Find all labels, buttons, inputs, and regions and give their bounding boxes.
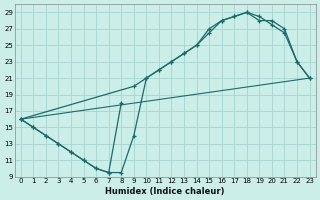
X-axis label: Humidex (Indice chaleur): Humidex (Indice chaleur) — [106, 187, 225, 196]
